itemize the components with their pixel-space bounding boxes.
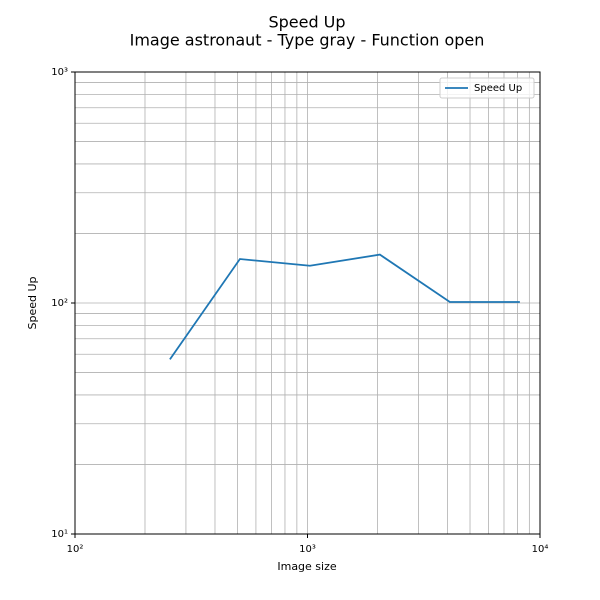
x-tick-label: 10⁴ [532, 544, 549, 555]
plot-frame [74, 71, 541, 535]
y-tick-label: 10² [51, 298, 68, 309]
legend-label: Speed Up [474, 83, 522, 94]
x-tick-label: 10² [67, 544, 84, 555]
legend: Speed Up [439, 77, 535, 99]
y-tick-label: 10¹ [51, 529, 68, 540]
y-axis-label: Speed Up [26, 276, 39, 329]
series-line [169, 253, 520, 360]
legend-box [439, 77, 535, 99]
x-axis-label: Image size [277, 560, 337, 573]
x-tick-label: 10³ [299, 544, 316, 555]
chart-subtitle: Image astronaut - Type gray - Function o… [130, 31, 485, 50]
y-tick-label: 10³ [51, 67, 68, 78]
chart-title: Speed Up [268, 13, 345, 32]
